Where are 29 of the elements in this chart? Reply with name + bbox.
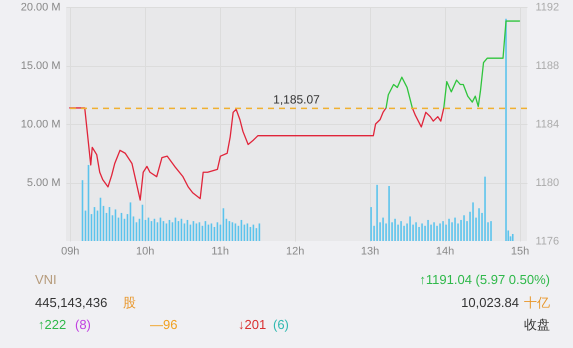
y-tick-label: 20.00 M bbox=[20, 2, 60, 14]
text: 十亿 bbox=[524, 295, 550, 311]
y2-tick-label: 1176 bbox=[536, 236, 560, 248]
y-tick-label: 15.00 M bbox=[20, 60, 60, 72]
text: ↑1191.04 (5.97 0.50%) bbox=[419, 272, 550, 288]
text: VNI bbox=[35, 272, 57, 288]
x-tick-label: 11h bbox=[211, 246, 229, 258]
ref-line-label: 1,185.07 bbox=[273, 92, 320, 106]
x-tick-label: 13h bbox=[360, 246, 380, 258]
x-tick-label: 14h bbox=[436, 246, 454, 258]
text: 股 bbox=[123, 295, 136, 311]
text: (6) bbox=[273, 317, 289, 333]
y2-tick-label: 1188 bbox=[536, 60, 560, 72]
text: 445,143,436 bbox=[35, 295, 108, 311]
text: 收盘 bbox=[524, 317, 550, 333]
text: —96 bbox=[150, 317, 178, 333]
x-tick-label: 12h bbox=[286, 246, 304, 258]
y2-tick-label: 1180 bbox=[536, 177, 560, 189]
y2-tick-label: 1192 bbox=[536, 2, 560, 14]
x-tick-label: 15h bbox=[510, 246, 530, 258]
text: (8) bbox=[75, 317, 91, 333]
x-tick-label: 09h bbox=[61, 246, 80, 258]
y-tick-label: 10.00 M bbox=[20, 118, 60, 130]
text: 10,023.84 bbox=[461, 295, 519, 311]
x-tick-label: 10h bbox=[136, 246, 154, 258]
text: ↓201 bbox=[238, 317, 266, 333]
y-tick-label: 5.00 M bbox=[26, 177, 60, 189]
text: ↑222 bbox=[38, 317, 66, 333]
y2-tick-label: 1184 bbox=[536, 118, 560, 130]
